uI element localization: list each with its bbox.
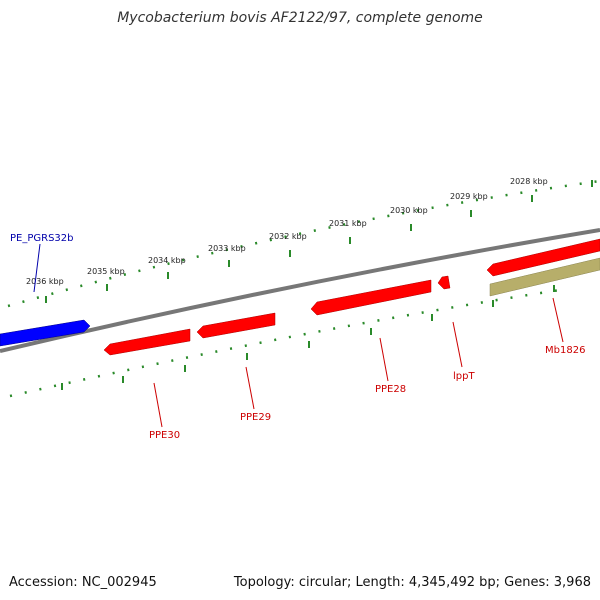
leader-line-lppt — [452, 321, 463, 368]
leader-line-ppe28 — [379, 337, 389, 382]
leader-line-ppe29 — [245, 366, 255, 410]
accession-text: Accession: NC_002945 — [9, 575, 157, 590]
leader-line-ppe30 — [153, 382, 163, 428]
kbp-label: 2036 kbp — [26, 277, 64, 286]
feature-bar-olive — [489, 257, 600, 297]
gene-arrow-ppe28[interactable] — [310, 279, 432, 316]
kbp-label: 2029 kbp — [450, 192, 488, 201]
gene-label-ppe29: PPE29 — [240, 412, 271, 423]
leader-line-pe-pgrs32b — [33, 243, 41, 293]
kbp-label: 2034 kbp — [148, 256, 186, 265]
inner-tick-track — [9, 288, 561, 398]
kbp-label: 2033 kbp — [208, 244, 246, 253]
gene-arrow-ppe29[interactable] — [196, 312, 276, 339]
scale-labels: 2036 kbp 2035 kbp 2034 kbp 2033 kbp 2032… — [26, 177, 548, 286]
genome-summary-text: Topology: circular; Length: 4,345,492 bp… — [233, 575, 591, 590]
gene-label-ppe28: PPE28 — [375, 384, 406, 395]
kbp-label: 2030 kbp — [390, 206, 428, 215]
kbp-label: 2031 kbp — [329, 219, 367, 228]
gene-label-mb1826: Mb1826 — [545, 345, 585, 356]
gene-arrow-ppe30[interactable] — [103, 328, 191, 356]
gene-label-lppt: lppT — [453, 371, 475, 382]
gene-arrow-mb1826[interactable] — [486, 238, 600, 277]
major-ticks — [45, 180, 593, 303]
gene-label-ppe30: PPE30 — [149, 430, 180, 441]
gene-arrow-pe-pgrs32b[interactable] — [0, 319, 91, 347]
leader-line-mb1826 — [552, 297, 564, 343]
inner-major-ticks — [61, 285, 555, 390]
kbp-label: 2028 kbp — [510, 177, 548, 186]
kbp-label: 2035 kbp — [87, 267, 125, 276]
gene-arrow-lppt[interactable] — [437, 275, 451, 290]
map-title: Mycobacterium bovis AF2122/97, complete … — [117, 10, 483, 26]
kbp-label: 2032 kbp — [269, 232, 307, 241]
gene-label-pe-pgrs32b: PE_PGRS32b — [10, 233, 74, 244]
